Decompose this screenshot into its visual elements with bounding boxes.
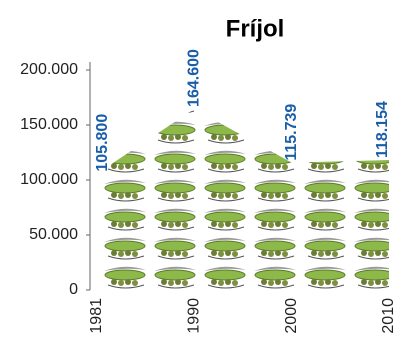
value-label: 115.739 <box>283 104 300 161</box>
value-label: 118.154 <box>374 101 391 158</box>
x-tick-label: 1990 <box>186 298 203 334</box>
x-tick-label: 2000 <box>283 298 300 334</box>
area <box>97 108 389 290</box>
value-label: 105.800 <box>94 114 111 172</box>
y-tick-label: 200.000 <box>20 61 78 78</box>
chart-title: Fríjol <box>226 15 285 42</box>
y-tick-label: 50.000 <box>29 226 78 243</box>
x-tick-label: 1981 <box>88 298 105 334</box>
y-tick-label: 100.000 <box>20 171 78 188</box>
x-tick-label: 2010 <box>380 298 397 334</box>
y-tick-label: 150.000 <box>20 116 78 133</box>
value-label: 164.600 <box>186 49 203 107</box>
y-tick-label: 0 <box>69 281 78 298</box>
